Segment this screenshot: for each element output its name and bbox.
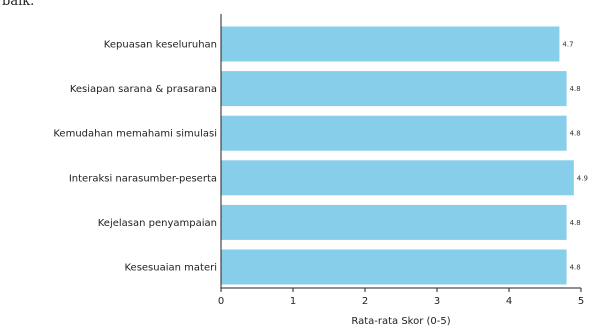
- data-label: 4.8: [570, 85, 581, 93]
- category-label: Kesesuaian materi: [124, 263, 217, 274]
- x-tick-label: 4: [506, 296, 512, 307]
- bar: [221, 115, 567, 151]
- data-labels: 4.7 4.8 4.8 4.9 4.8 4.8: [562, 41, 588, 272]
- fragment-text: baik.: [2, 0, 35, 9]
- category-label: Kesiapan sarana & prasarana: [70, 84, 217, 95]
- bar: [221, 249, 567, 285]
- bars-group: [221, 26, 574, 285]
- bar: [221, 71, 567, 107]
- category-label: Kemudahan memahami simulasi: [53, 129, 217, 140]
- data-label: 4.9: [577, 174, 588, 182]
- x-tick-label: 5: [578, 296, 584, 307]
- category-label: Kejelasan penyampaian: [98, 218, 217, 229]
- x-axis-title: Rata-rata Skor (0-5): [351, 316, 450, 327]
- x-tick-label: 3: [434, 296, 440, 307]
- data-label: 4.8: [570, 264, 581, 272]
- data-label: 4.8: [570, 219, 581, 227]
- data-label: 4.7: [562, 41, 573, 49]
- category-label: Interaksi narasumber-peserta: [69, 173, 217, 184]
- bar: [221, 26, 560, 62]
- x-tick-label: 2: [362, 296, 368, 307]
- x-tick-label: 1: [290, 296, 296, 307]
- bar: [221, 204, 567, 240]
- x-tick-label: 0: [218, 296, 224, 307]
- x-axis-ticks: 0 1 2 3 4 5: [218, 288, 584, 307]
- category-labels: Kepuasan keseluruhan Kesiapan sarana & pr…: [53, 40, 217, 274]
- category-label: Kepuasan keseluruhan: [104, 40, 217, 51]
- bar: [221, 160, 574, 196]
- data-label: 4.8: [570, 130, 581, 138]
